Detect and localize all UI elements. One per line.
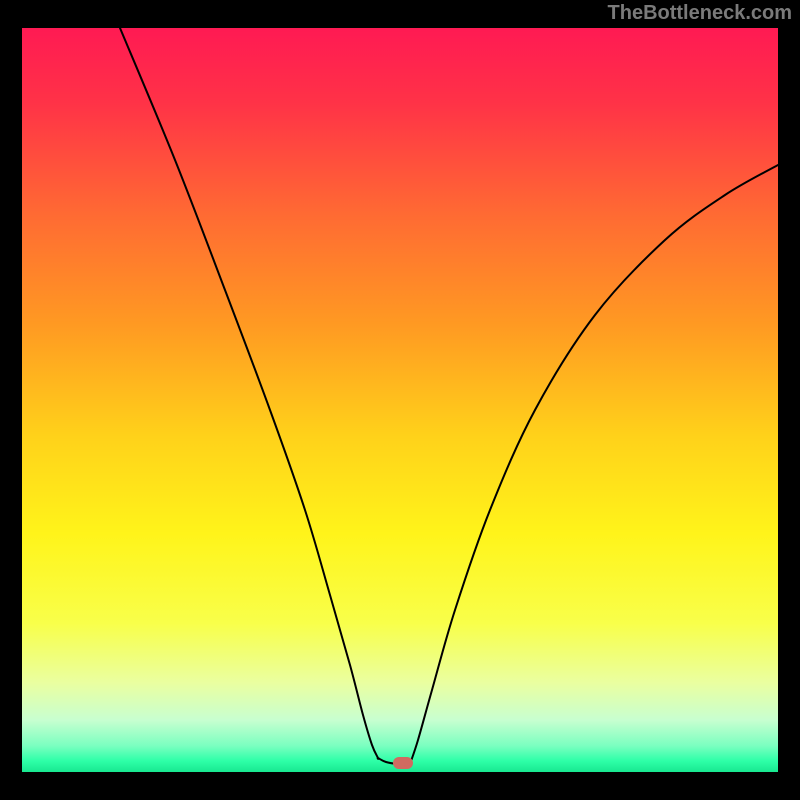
optimal-point-marker <box>393 757 413 769</box>
watermark-text: TheBottleneck.com <box>608 2 792 25</box>
chart-canvas: { "watermark": { "text": "TheBottleneck.… <box>0 0 800 800</box>
plot-background <box>22 28 778 772</box>
bottleneck-chart-svg <box>0 0 800 800</box>
